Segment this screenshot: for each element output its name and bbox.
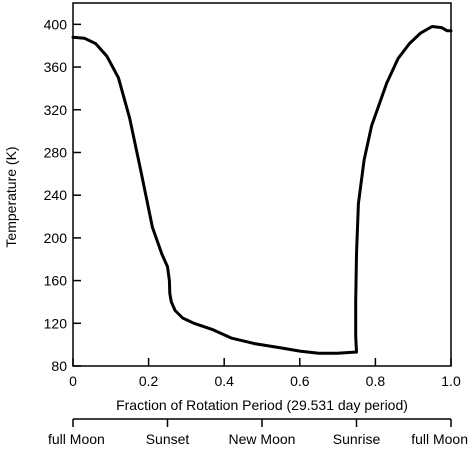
- phase-label: New Moon: [229, 431, 296, 447]
- phase-label: Sunrise: [333, 431, 381, 447]
- x-axis: 0 0.2 0.4 0.6 0.8 1.0: [69, 358, 461, 389]
- plot-frame: [72, 2, 452, 367]
- phase-label: Sunset: [146, 431, 190, 447]
- x-tick-label: 0.2: [139, 373, 159, 389]
- y-tick-label: 320: [44, 102, 68, 118]
- phase-label: full Moon: [411, 431, 468, 447]
- y-axis-title: Temperature (K): [3, 146, 19, 247]
- x-tick-label: 0.4: [214, 373, 234, 389]
- y-tick-label: 280: [44, 144, 68, 160]
- x-tick-label: 1.0: [441, 373, 461, 389]
- x-axis-title: Fraction of Rotation Period (29.531 day …: [116, 397, 408, 413]
- x-tick-label: 0.6: [290, 373, 310, 389]
- x-tick-label: 0.8: [366, 373, 386, 389]
- y-tick-label: 240: [44, 187, 68, 203]
- y-tick-label: 200: [44, 230, 68, 246]
- y-tick-label: 400: [44, 16, 68, 32]
- lunar-phase-axis: full Moon Sunset New Moon Sunrise full Moon: [48, 419, 468, 447]
- y-tick-label: 160: [44, 273, 68, 289]
- phase-label: full Moon: [48, 431, 105, 447]
- temperature-curve: [71, 25, 453, 355]
- x-tick-label: 0: [69, 373, 77, 389]
- y-tick-label: 360: [44, 59, 68, 75]
- y-tick-label: 80: [51, 358, 67, 374]
- y-axis: 80 120 160 200 240 280 320 360 400: [44, 16, 81, 374]
- y-tick-label: 120: [44, 315, 68, 331]
